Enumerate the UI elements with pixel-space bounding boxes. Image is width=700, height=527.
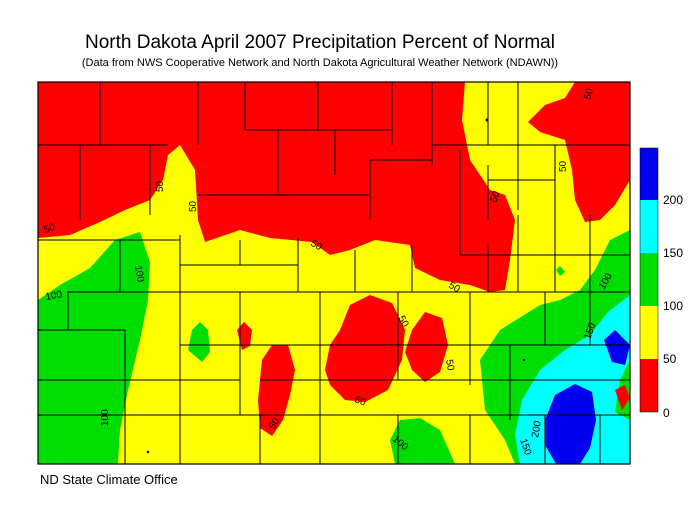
legend-band-100-150 [640,253,658,306]
contour-label: 100 [100,409,111,426]
green-region-west [38,232,150,464]
county-boundaries [38,82,630,464]
station-mark [146,450,150,454]
contour-label: 50 [188,200,199,212]
green-blob-small [188,322,210,362]
legend-band-0-50 [640,359,658,412]
contour-label: 50 [447,280,463,295]
state-border [37,81,631,465]
credit-text: ND State Climate Office [40,472,178,487]
legend-band-150-200 [640,200,658,253]
contour-label: 50 [488,189,502,204]
map-title: North Dakota April 2007 Precipitation Pe… [85,32,555,53]
red-region-northeast [528,82,630,222]
station-mark [522,358,526,362]
red-region-central [325,295,405,402]
blue-region-se [545,384,596,464]
contour-label: 100 [132,265,146,284]
green-blob-ne [556,266,565,276]
contour-label: 50 [582,87,596,101]
contour-label: 100 [45,289,64,303]
contour-label: 50 [267,416,282,432]
legend-frame [639,147,659,413]
legend-label-150: 150 [663,246,683,260]
red-region-north [38,82,515,292]
red-blob-small [237,322,252,350]
contour-label: 200 [530,420,544,439]
contour-label: 50 [353,394,368,408]
contour-label: 50 [309,238,325,253]
legend-label-0: 0 [663,406,670,420]
blue-region-east-edge [604,330,630,365]
station-mark [485,118,489,122]
contour-label: 50 [395,314,410,330]
map-subtitle: (Data from NWS Cooperative Network and N… [81,57,559,69]
legend-label-50: 50 [663,352,677,366]
contour-label: 50 [558,160,569,172]
red-blob-east [615,385,630,410]
contour-label: 50 [443,359,456,372]
contour-label: 50 [42,222,57,236]
red-region-central-east [405,312,448,382]
contour-label: 50 [155,180,166,192]
legend: 200 150 100 50 0 [639,147,683,420]
legend-band-200-plus [640,148,658,200]
red-region-southwest [258,345,295,436]
legend-label-200: 200 [663,193,683,207]
green-region-south [390,418,455,464]
legend-band-50-100 [640,306,658,359]
legend-label-100: 100 [663,299,683,313]
